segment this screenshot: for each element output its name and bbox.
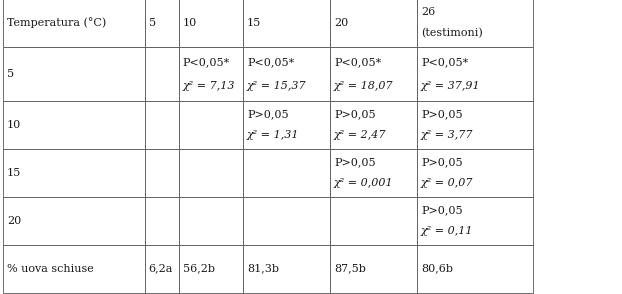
Bar	[330, 0, 417, 47]
Text: 10: 10	[7, 120, 21, 130]
Bar	[145, 101, 179, 149]
Text: P>0,05: P>0,05	[421, 205, 463, 215]
Text: χ² = 15,37: χ² = 15,37	[247, 81, 307, 91]
Bar	[417, 101, 533, 149]
Bar	[417, 47, 533, 101]
Text: 15: 15	[7, 168, 21, 178]
Text: 26: 26	[421, 7, 435, 17]
Text: 87,5b: 87,5b	[334, 263, 366, 274]
Text: P<0,05*: P<0,05*	[421, 57, 468, 67]
Bar	[417, 0, 533, 47]
Text: χ² = 3,77: χ² = 3,77	[421, 130, 473, 140]
Bar	[179, 47, 243, 101]
Text: P<0,05*: P<0,05*	[247, 57, 294, 67]
Bar	[179, 149, 243, 197]
Bar	[179, 0, 243, 47]
Bar	[243, 0, 330, 47]
Bar	[243, 101, 330, 149]
Bar	[3, 149, 145, 197]
Bar	[145, 149, 179, 197]
Bar	[243, 245, 330, 293]
Text: 15: 15	[247, 18, 261, 28]
Bar	[179, 197, 243, 245]
Bar	[330, 101, 417, 149]
Text: χ² = 37,91: χ² = 37,91	[421, 81, 481, 91]
Text: χ² = 0,11: χ² = 0,11	[421, 226, 473, 236]
Text: P>0,05: P>0,05	[334, 157, 376, 167]
Bar	[145, 245, 179, 293]
Text: P<0,05*: P<0,05*	[183, 57, 230, 67]
Text: 10: 10	[183, 18, 197, 28]
Bar	[330, 197, 417, 245]
Bar	[243, 197, 330, 245]
Text: P>0,05: P>0,05	[421, 109, 463, 119]
Text: (testimoni): (testimoni)	[421, 28, 483, 39]
Text: χ² = 0,07: χ² = 0,07	[421, 178, 473, 188]
Bar	[243, 149, 330, 197]
Bar	[330, 149, 417, 197]
Bar	[243, 47, 330, 101]
Text: % uova schiuse: % uova schiuse	[7, 263, 93, 274]
Bar	[417, 149, 533, 197]
Text: 20: 20	[334, 18, 348, 28]
Text: 81,3b: 81,3b	[247, 263, 279, 274]
Text: χ² = 7,13: χ² = 7,13	[183, 81, 235, 91]
Bar	[330, 245, 417, 293]
Text: Temperatura (°C): Temperatura (°C)	[7, 17, 106, 28]
Bar	[3, 245, 145, 293]
Text: 6,2a: 6,2a	[149, 263, 173, 274]
Bar	[3, 101, 145, 149]
Text: χ² = 2,47: χ² = 2,47	[334, 130, 386, 140]
Text: P<0,05*: P<0,05*	[334, 57, 381, 67]
Bar	[145, 0, 179, 47]
Bar	[3, 47, 145, 101]
Bar	[417, 245, 533, 293]
Bar	[417, 197, 533, 245]
Bar	[3, 197, 145, 245]
Text: P>0,05: P>0,05	[421, 157, 463, 167]
Bar	[330, 47, 417, 101]
Text: χ² = 18,07: χ² = 18,07	[334, 81, 394, 91]
Bar	[179, 101, 243, 149]
Text: 80,6b: 80,6b	[421, 263, 453, 274]
Text: P>0,05: P>0,05	[247, 109, 289, 119]
Text: P>0,05: P>0,05	[334, 109, 376, 119]
Bar	[145, 47, 179, 101]
Text: 20: 20	[7, 216, 21, 226]
Text: χ² = 1,31: χ² = 1,31	[247, 130, 299, 140]
Bar	[179, 245, 243, 293]
Text: χ² = 0,001: χ² = 0,001	[334, 178, 394, 188]
Text: 5: 5	[149, 18, 156, 28]
Text: 5: 5	[7, 69, 14, 79]
Bar	[145, 197, 179, 245]
Bar	[3, 0, 145, 47]
Text: 56,2b: 56,2b	[183, 263, 215, 274]
